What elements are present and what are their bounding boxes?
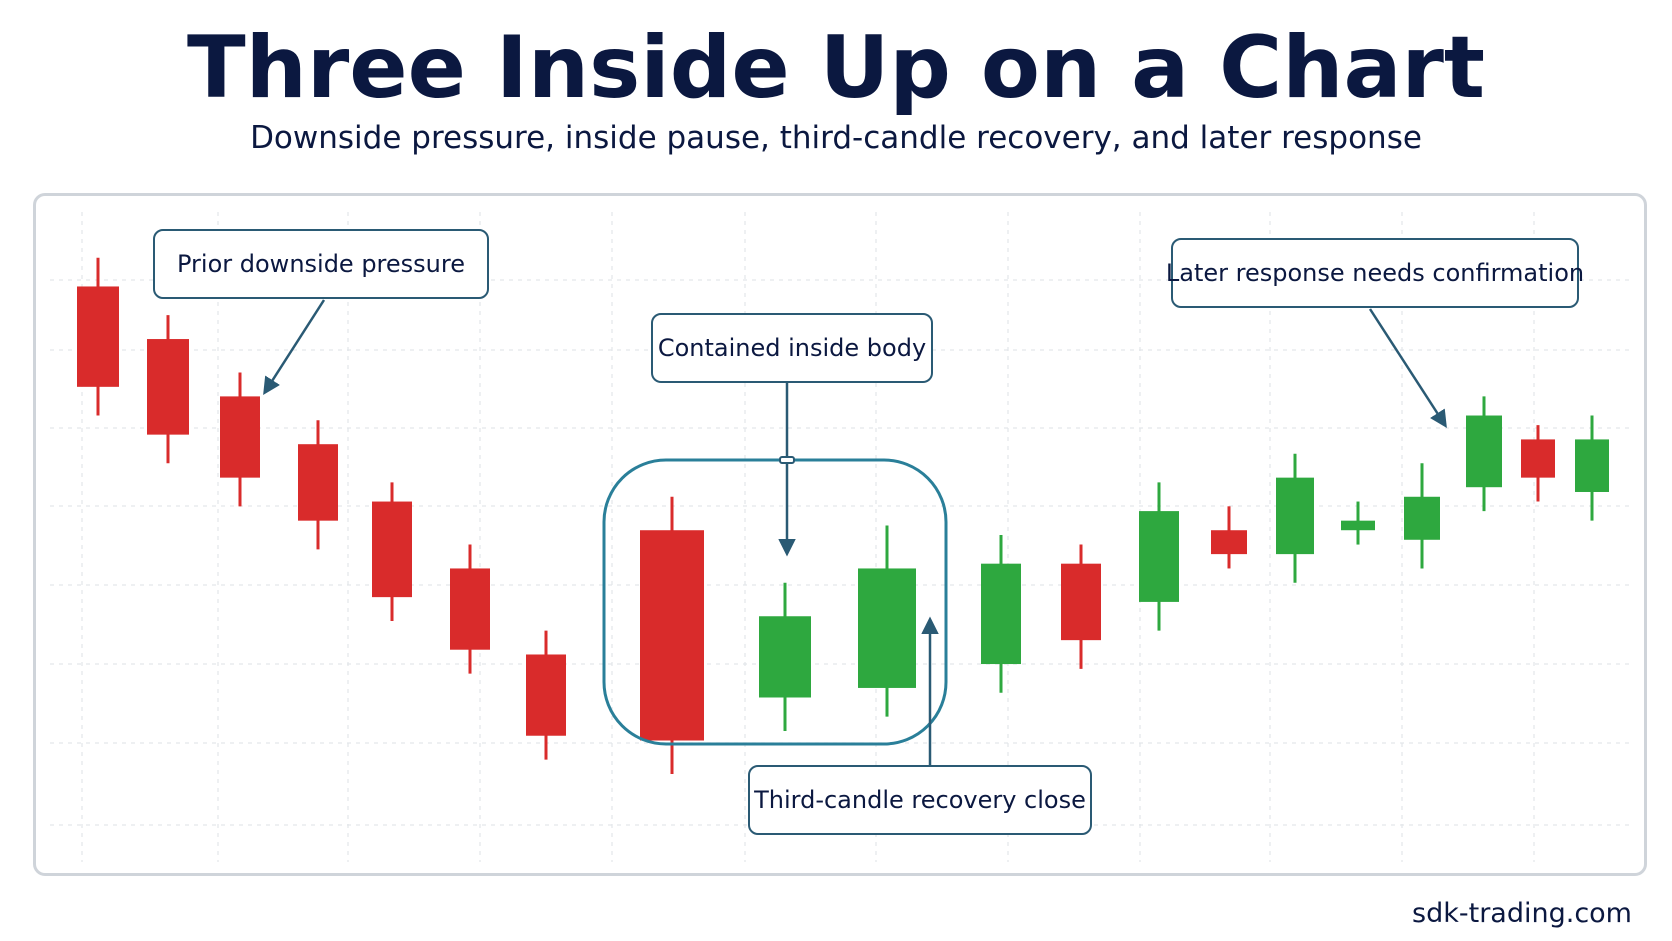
candle-9-bullish (759, 582, 811, 731)
callout-prior-pressure: Prior downside pressure (153, 229, 489, 299)
candle-13-bullish (1139, 482, 1179, 631)
callout-recovery-close: Third-candle recovery close (748, 765, 1092, 835)
candle-body (640, 530, 704, 741)
arrow-later-response (1368, 308, 1447, 428)
candle-17-bullish (1404, 463, 1440, 569)
candles (77, 257, 1609, 774)
candle-body (759, 616, 811, 698)
candle-3-bearish (220, 372, 260, 507)
candle-body (147, 339, 189, 435)
candle-body (858, 568, 916, 688)
candle-20-bullish (1575, 415, 1609, 521)
candle-body (526, 654, 566, 736)
candle-2-bearish (147, 315, 189, 464)
arrow-inside-body-marker (779, 456, 795, 464)
candle-14-bearish (1211, 506, 1247, 569)
brand-watermark: sdk-trading.com (1412, 898, 1632, 929)
grid-lines (50, 212, 1632, 862)
candle-8-bearish (640, 496, 704, 774)
candle-6-bearish (450, 544, 490, 674)
candle-body (1139, 511, 1179, 602)
candle-body (77, 286, 119, 387)
candle-body (1061, 563, 1101, 641)
page-subtitle: Downside pressure, inside pause, third-c… (250, 120, 1422, 156)
candle-body (981, 563, 1021, 665)
arrow-prior-pressure (263, 299, 326, 395)
candle-19-bearish (1521, 425, 1555, 502)
callout-inside-body: Contained inside body (651, 313, 933, 383)
page-title: Three Inside Up on a Chart (186, 18, 1486, 118)
pattern-highlight-box (602, 458, 948, 746)
candle-15-bullish (1276, 453, 1314, 583)
callout-arrows (263, 299, 1447, 765)
candle-4-bearish (298, 420, 338, 550)
candle-body (450, 568, 490, 650)
candle-1-bearish (77, 257, 119, 416)
candle-12-bearish (1061, 544, 1101, 669)
candle-body (1341, 520, 1375, 531)
candle-body (1521, 439, 1555, 478)
candle-11-bullish (981, 535, 1021, 693)
candle-7-bearish (526, 630, 566, 760)
candle-18-bullish (1466, 396, 1502, 512)
candle-16-bullish (1341, 501, 1375, 545)
candle-body (220, 396, 260, 478)
callout-later-response: Later response needs confirmation (1166, 238, 1584, 308)
candle-body (1466, 415, 1502, 488)
candle-body (1404, 496, 1440, 540)
candle-body (298, 444, 338, 521)
candle-body (1276, 477, 1314, 555)
candle-5-bearish (372, 482, 412, 622)
candle-body (372, 501, 412, 598)
candle-body (1211, 530, 1247, 555)
candle-body (1575, 439, 1609, 492)
candle-10-bullish (858, 525, 916, 717)
